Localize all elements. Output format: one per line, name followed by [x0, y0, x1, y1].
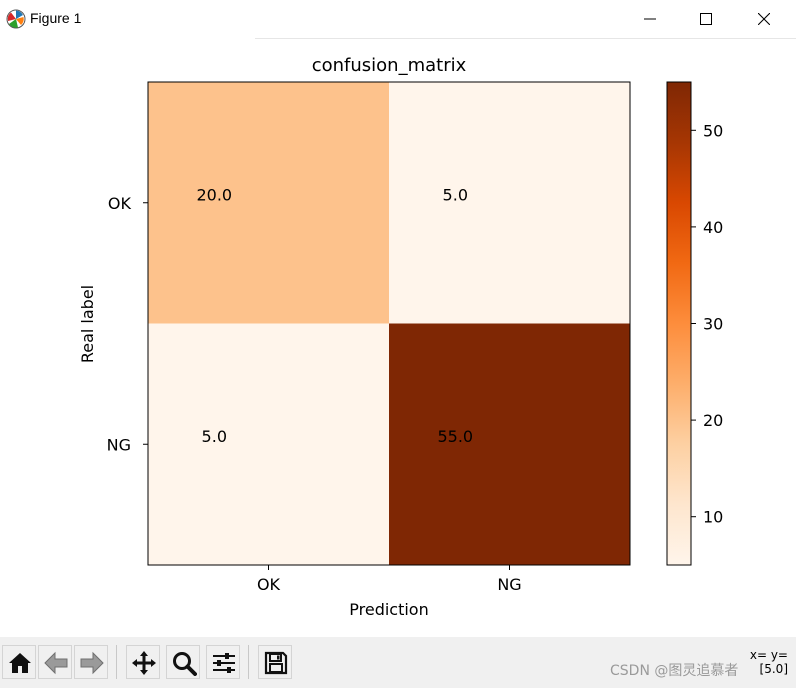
forward-button[interactable] [74, 645, 108, 679]
back-button[interactable] [38, 645, 72, 679]
maximize-icon [700, 13, 712, 25]
pan-button[interactable] [126, 645, 160, 679]
watermark: CSDN @图灵追慕者 [610, 663, 739, 679]
coords-value: [5.0] [759, 662, 788, 676]
plot-frame [147, 81, 631, 566]
toolbar-separator [116, 645, 117, 679]
colorbar-tick-label: 50 [703, 121, 723, 140]
colorbar [666, 81, 692, 566]
configure-subplots-button[interactable] [206, 645, 240, 679]
back-icon [44, 651, 68, 675]
x-axis-label: Prediction [349, 600, 428, 619]
colorbar-tick-label: 20 [703, 411, 723, 430]
home-icon [9, 653, 31, 673]
toolbar-separator [248, 645, 249, 679]
configure-subplots-icon [213, 653, 235, 673]
titlebar-divider [255, 38, 796, 39]
cell-value-label: 55.0 [437, 427, 473, 446]
close-icon [758, 13, 770, 25]
confusion-matrix-chart: confusion_matrix 20.0 5.0 5.0 55.0 OK NG OK N… [78, 55, 723, 619]
chart-title: confusion_matrix [312, 55, 467, 76]
forward-icon [80, 651, 104, 675]
colorbar-tick-label: 10 [703, 508, 723, 527]
zoom-button[interactable] [166, 645, 200, 679]
minimize-button[interactable] [627, 0, 673, 38]
navigation-toolbar [0, 637, 796, 688]
save-icon [264, 651, 288, 675]
maximize-button[interactable] [683, 0, 729, 38]
cell-value-label: 5.0 [202, 427, 227, 446]
y-tick-label: NG [107, 435, 131, 454]
cursor-coordinates: x= y= [5.0] [750, 648, 788, 676]
home-button[interactable] [2, 645, 36, 679]
matplotlib-logo-icon [6, 9, 26, 29]
window-titlebar: Figure 1 [0, 0, 796, 38]
colorbar-tick-label: 30 [703, 315, 723, 334]
x-tick-label: OK [257, 575, 281, 594]
heatmap-cell [389, 82, 630, 324]
heatmap-cell [148, 82, 389, 324]
cell-value-label: 5.0 [443, 185, 468, 204]
colorbar-tick-label: 40 [703, 218, 723, 237]
coords-label: x= y= [749, 648, 788, 662]
y-axis-label: Real label [78, 285, 97, 363]
x-tick-label: NG [497, 575, 521, 594]
heatmap-cell [389, 323, 630, 565]
pan-icon [132, 651, 156, 675]
window-title: Figure 1 [30, 10, 82, 26]
close-button[interactable] [741, 0, 787, 38]
cell-value-label: 20.0 [196, 185, 232, 204]
heatmap-cell [148, 323, 389, 565]
zoom-icon [173, 652, 197, 676]
y-tick-label: OK [108, 194, 132, 213]
minimize-icon [644, 18, 656, 20]
save-button[interactable] [258, 645, 292, 679]
